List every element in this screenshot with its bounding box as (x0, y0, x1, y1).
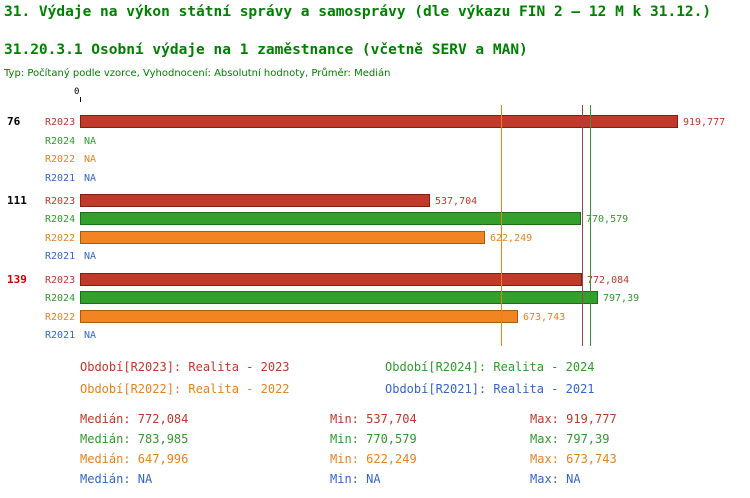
legend-item: Období[R2022]: Realita - 2022 (80, 382, 290, 396)
bar (80, 193, 430, 207)
na-value-label: NA (84, 172, 97, 184)
bar (80, 230, 485, 244)
series-label: R2023 (45, 274, 76, 286)
stat-min: Min: NA (330, 472, 381, 486)
median-reference-line (590, 105, 591, 346)
series-label: R2021 (45, 251, 76, 263)
series-label: R2022 (45, 232, 76, 244)
bar (80, 309, 518, 323)
bar-chart: 0 76 R2023 919,777 R2024 NA R2022 NA R2021 NA 111… (0, 86, 750, 358)
group-label: 139 (7, 272, 27, 286)
bar-value-label: 919,777 (683, 117, 726, 128)
bar (80, 115, 678, 128)
legend-item: Období[R2023]: Realita - 2023 (80, 360, 290, 374)
stat-min: Min: 770,579 (330, 432, 417, 446)
group-label: 111 (7, 193, 27, 207)
bar (80, 291, 598, 305)
series-label: R2024 (45, 293, 76, 305)
median-reference-line (582, 105, 583, 346)
na-value-label: NA (84, 330, 97, 342)
legend-item: Období[R2024]: Realita - 2024 (385, 360, 595, 374)
series-label: R2024 (45, 214, 76, 226)
na-value-label: NA (84, 251, 97, 263)
bar-value-label: 772,084 (587, 274, 630, 286)
group-label: 76 (7, 115, 21, 128)
series-label: R2024 (45, 135, 76, 147)
legend-item: Období[R2021]: Realita - 2021 (385, 382, 595, 396)
stat-median: Medián: 647,996 (80, 452, 189, 466)
series-label: R2021 (45, 330, 76, 342)
na-value-label: NA (84, 154, 97, 165)
axis-zero-label: 0 (74, 87, 80, 97)
series-label: R2023 (45, 117, 76, 128)
stat-min: Min: 622,249 (330, 452, 417, 466)
stat-max: Max: 919,777 (530, 412, 617, 426)
stat-min: Min: 537,704 (330, 412, 417, 426)
report-meta: Typ: Počítaný podle vzorce, Vyhodnocení:… (4, 68, 391, 79)
stat-median: Medián: 783,985 (80, 432, 189, 446)
series-label: R2022 (45, 154, 76, 165)
series-label: R2023 (45, 195, 76, 207)
bar-value-label: 537,704 (435, 195, 478, 207)
median-reference-line (501, 105, 502, 346)
stat-max: Max: 797,39 (530, 432, 610, 446)
na-value-label: NA (84, 135, 97, 147)
bar (80, 212, 581, 226)
bar-value-label: 797,39 (603, 293, 640, 305)
bar-value-label: 622,249 (490, 232, 533, 244)
bar-value-label: 673,743 (523, 311, 566, 323)
stats-summary: Medián: 772,084 Min: 537,704 Max: 919,777 M… (0, 410, 750, 498)
axis-zero-tick (80, 97, 81, 102)
stat-median: Medián: NA (80, 472, 153, 486)
report-title: 31. Výdaje na výkon státní správy a samo… (4, 4, 712, 20)
report-subtitle: 31.20.3.1 Osobní výdaje na 1 zaměstnance… (4, 42, 528, 58)
stat-max: Max: NA (530, 472, 581, 486)
chart-legend: Období[R2023]: Realita - 2023 Období[R202… (0, 358, 750, 406)
bar-value-label: 770,579 (586, 214, 629, 226)
stat-median: Medián: 772,084 (80, 412, 189, 426)
series-label: R2022 (45, 311, 76, 323)
series-label: R2021 (45, 172, 76, 184)
stat-max: Max: 673,743 (530, 452, 617, 466)
bar (80, 272, 582, 286)
